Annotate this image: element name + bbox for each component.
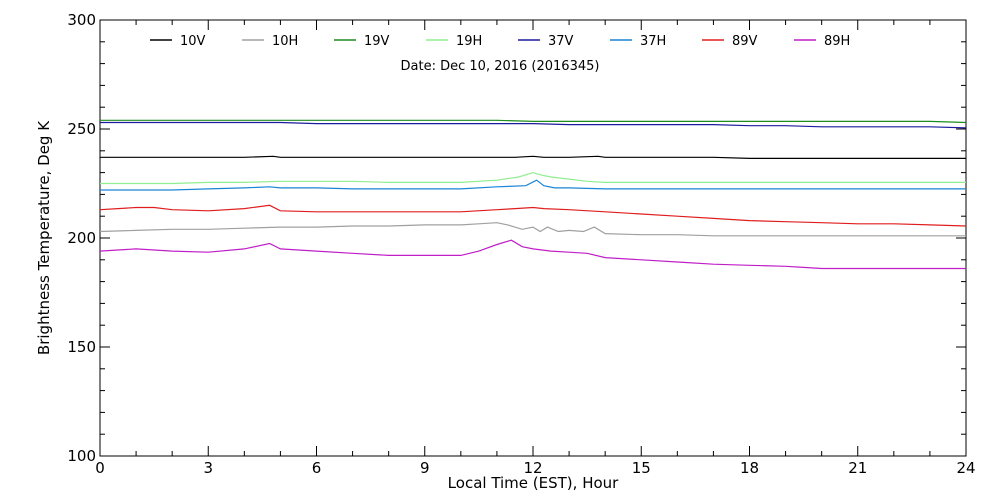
y-tick-label: 300 (67, 11, 96, 29)
y-tick-label: 200 (67, 229, 96, 247)
legend-label-10v: 10V (180, 34, 206, 49)
x-tick-label: 24 (956, 459, 975, 477)
legend: 10V 10H 19V 19H 37V 37H 89V 89H (150, 34, 850, 49)
x-tick-label: 0 (95, 459, 105, 477)
series-line-89v (99, 204, 967, 227)
x-tick-label: 6 (312, 459, 322, 477)
legend-label-37h: 37H (640, 34, 666, 49)
series-line-89h (99, 239, 966, 270)
series-line-19v (100, 119, 967, 124)
y-tick-label: 250 (67, 120, 96, 138)
date-annotation: Date: Dec 10, 2016 (2016345) (401, 59, 600, 74)
series-line-10h (99, 222, 966, 237)
x-tick-label: 12 (523, 459, 542, 477)
series-line-19h (100, 171, 966, 185)
y-tick-label: 100 (67, 447, 96, 465)
legend-label-19h: 19H (456, 34, 482, 49)
legend-label-89v: 89V (732, 34, 758, 49)
series-lines (99, 119, 967, 270)
x-tick-label: 3 (203, 459, 213, 477)
y-axis-title: Brightness Temperature, Deg K (35, 120, 53, 355)
legend-label-10h: 10H (272, 34, 298, 49)
axis-ticks (99, 19, 967, 457)
series-line-37v (100, 121, 967, 129)
legend-label-19v: 19V (364, 34, 390, 49)
x-tick-label: 18 (740, 459, 759, 477)
y-tick-label: 150 (67, 338, 96, 356)
series-line-37h (100, 179, 966, 191)
x-tick-label: 9 (420, 459, 430, 477)
axis-tick-labels: 0 3 6 9 12 15 18 21 24 100 150 200 250 300 (67, 11, 975, 477)
x-axis-title: Local Time (EST), Hour (448, 474, 619, 492)
x-tick-label: 21 (848, 459, 867, 477)
plot-frame (99, 19, 967, 457)
series-line-10v (100, 155, 966, 159)
x-tick-label: 15 (632, 459, 651, 477)
legend-label-89h: 89H (824, 34, 850, 49)
legend-label-37v: 37V (548, 34, 574, 49)
